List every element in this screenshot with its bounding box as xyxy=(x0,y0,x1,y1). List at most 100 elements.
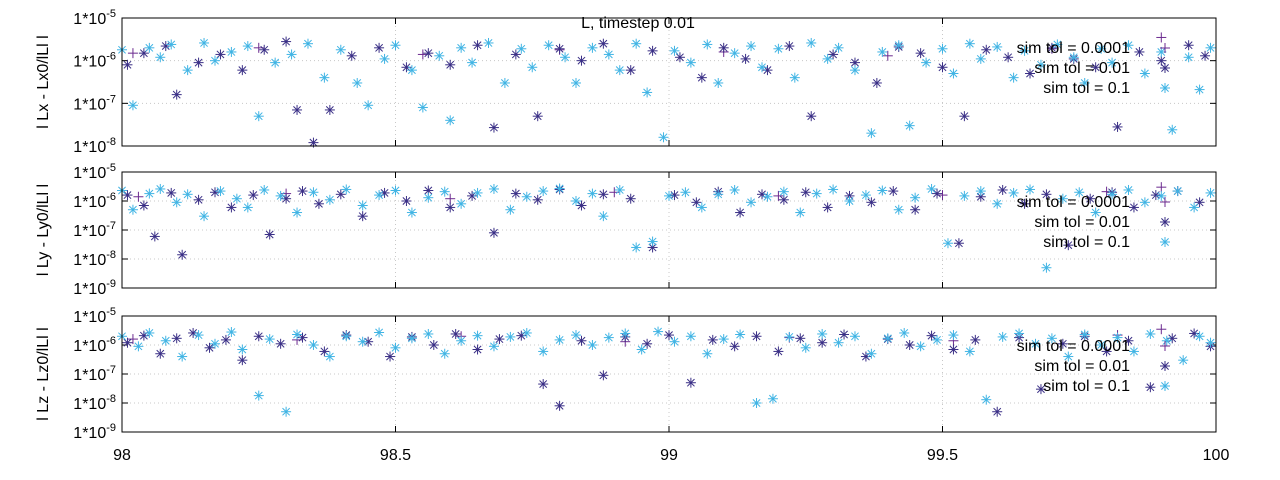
data-point xyxy=(242,202,253,213)
data-point xyxy=(445,202,456,213)
data-point xyxy=(505,331,516,342)
plot-frame xyxy=(121,171,1217,289)
series-1 xyxy=(127,32,1167,61)
data-point xyxy=(199,37,210,48)
data-point xyxy=(1101,346,1112,357)
data-point xyxy=(1019,45,1030,56)
data-point xyxy=(324,104,335,115)
data-point xyxy=(1123,184,1134,195)
y-axis-label: l Lz - Lz0/lLl l xyxy=(35,327,52,420)
data-point xyxy=(587,42,598,53)
legend-entry-label: sim tol = 0.0001 xyxy=(1017,194,1131,211)
data-point xyxy=(718,334,729,345)
data-point xyxy=(893,204,904,215)
data-point xyxy=(1068,52,1079,63)
data-point xyxy=(1112,332,1123,343)
legend-entry-label: sim tol = 0.01 xyxy=(1034,60,1130,77)
data-point xyxy=(281,406,292,417)
data-point xyxy=(352,77,363,88)
data-point xyxy=(713,189,724,200)
data-point xyxy=(1123,40,1134,51)
data-point xyxy=(631,242,642,253)
data-point xyxy=(1205,337,1216,348)
data-point xyxy=(215,49,226,60)
data-point xyxy=(505,204,516,215)
data-point xyxy=(1172,186,1183,197)
data-point xyxy=(849,65,860,76)
data-point xyxy=(292,104,303,115)
data-point xyxy=(762,191,773,202)
y-tick-label: 1*10-5 xyxy=(73,306,116,326)
data-point xyxy=(209,338,220,349)
data-point xyxy=(231,193,242,204)
data-point xyxy=(510,188,521,199)
data-point xyxy=(1134,46,1145,57)
data-point xyxy=(751,398,762,408)
data-point xyxy=(839,329,850,340)
data-point xyxy=(1041,189,1052,200)
data-point xyxy=(406,333,417,344)
data-point xyxy=(346,50,357,61)
data-point xyxy=(948,68,959,79)
data-point xyxy=(926,330,937,341)
data-point xyxy=(242,41,253,52)
data-point xyxy=(357,200,368,211)
data-point xyxy=(259,184,270,195)
y-tick-label: 1*10-9 xyxy=(73,422,116,442)
data-point xyxy=(696,72,707,83)
data-point xyxy=(538,186,549,197)
data-point xyxy=(795,207,806,218)
data-point xyxy=(253,111,264,122)
y-tick-label: 1*10-5 xyxy=(73,8,116,28)
data-point xyxy=(302,38,313,49)
legend-entry-label: sim tol = 0.01 xyxy=(1034,358,1130,375)
data-point xyxy=(1079,329,1090,340)
data-point xyxy=(707,334,718,345)
legend-marker xyxy=(1160,43,1170,53)
data-point xyxy=(576,200,587,211)
data-point xyxy=(1150,190,1161,201)
data-point xyxy=(1057,338,1068,349)
data-point xyxy=(319,346,330,357)
data-point xyxy=(773,346,784,357)
data-point xyxy=(226,46,237,57)
data-point xyxy=(959,190,970,201)
data-point xyxy=(1063,240,1074,251)
data-point xyxy=(926,183,937,194)
data-point xyxy=(614,65,625,76)
data-point xyxy=(910,192,921,203)
data-point xyxy=(199,211,210,222)
data-point xyxy=(341,184,352,195)
data-point xyxy=(773,190,784,201)
data-point xyxy=(696,202,707,213)
data-point xyxy=(1090,62,1101,73)
data-point xyxy=(1205,42,1216,53)
data-point xyxy=(1128,346,1139,357)
legend-entry-label: sim tol = 0.0001 xyxy=(1017,338,1131,355)
data-point xyxy=(390,40,401,51)
data-point xyxy=(127,48,138,59)
x-tick-label: 98 xyxy=(113,447,131,464)
data-point xyxy=(849,331,860,342)
data-point xyxy=(406,65,417,76)
x-tick-label: 100 xyxy=(1203,447,1230,464)
data-point xyxy=(647,236,658,247)
data-point xyxy=(483,37,494,48)
data-point xyxy=(406,207,417,218)
data-point xyxy=(685,377,696,388)
data-point xyxy=(844,196,855,206)
data-point xyxy=(1123,335,1134,346)
data-point xyxy=(155,52,166,63)
data-point xyxy=(756,62,767,73)
y-axis-label: l Ly - Ly0/lLl l xyxy=(35,184,52,276)
data-point xyxy=(527,62,538,73)
series-3 xyxy=(117,37,1216,143)
data-point xyxy=(1189,202,1200,213)
data-point xyxy=(313,198,324,209)
data-point xyxy=(423,192,434,203)
data-point xyxy=(138,200,149,211)
data-point xyxy=(209,55,220,66)
data-point xyxy=(959,111,970,122)
data-point xyxy=(653,326,664,337)
